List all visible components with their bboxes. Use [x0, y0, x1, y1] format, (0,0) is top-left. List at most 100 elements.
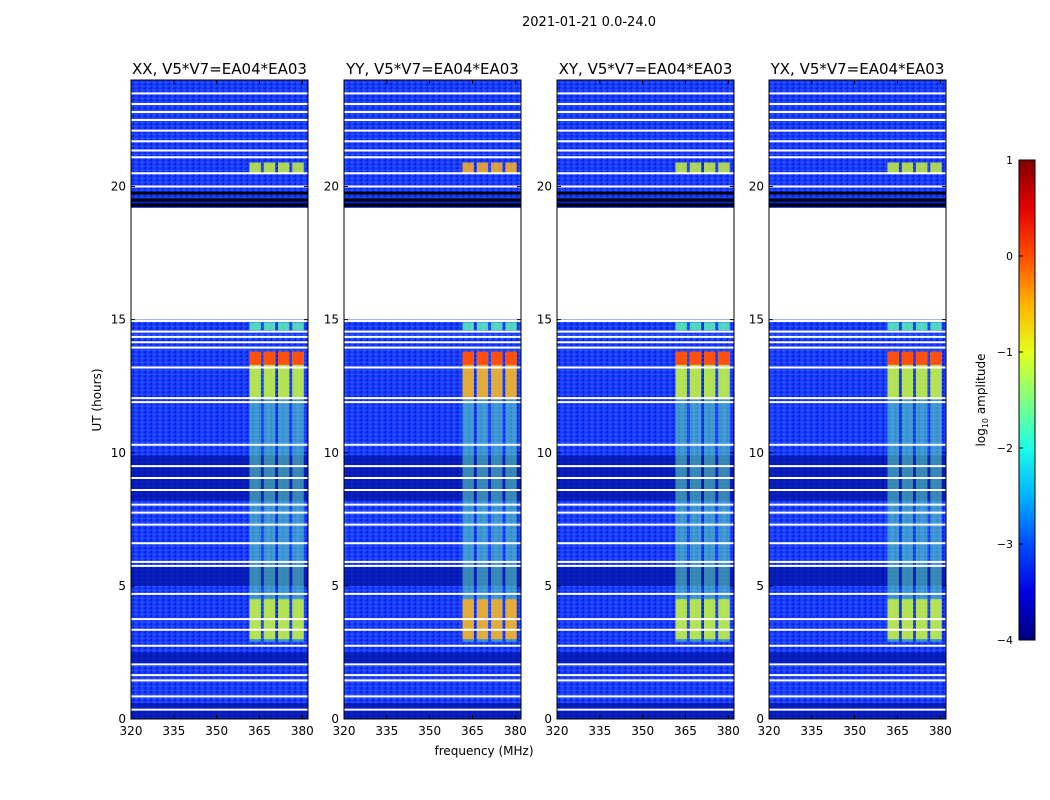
rfi-channel — [689, 322, 702, 331]
x-tick-label: 335 — [588, 724, 611, 738]
y-tick-label: 0 — [331, 712, 339, 726]
rfi-strong-segment — [930, 162, 942, 174]
rfi-strong-segment — [704, 162, 716, 174]
low-amplitude-band — [131, 703, 308, 719]
y-tick-label: 10 — [324, 446, 339, 460]
y-tick-label: 15 — [111, 313, 126, 327]
rfi-channel — [675, 351, 687, 642]
x-tick-label: 380 — [717, 724, 740, 738]
x-tick-label: 380 — [504, 724, 527, 738]
panel-frame — [130, 79, 309, 720]
low-amplitude-band — [769, 703, 946, 719]
rfi-channel — [901, 351, 914, 642]
x-tick-label: 350 — [418, 724, 441, 738]
rfi-channel — [462, 322, 474, 331]
rfi-channel — [718, 351, 730, 642]
panel-title: YY, V5*V7=EA04*EA03 — [345, 60, 519, 78]
colorbar-tick-label: −4 — [997, 634, 1013, 647]
x-tick-label: 365 — [461, 724, 484, 738]
x-tick-label: 320 — [758, 724, 781, 738]
y-tick-label: 5 — [756, 579, 764, 593]
y-tick-label: 15 — [537, 313, 552, 327]
colorbar: 1 0 −1 −2 −3 −4 — [997, 154, 1036, 647]
rfi-strong-segment — [491, 162, 503, 174]
rfi-strong-segment — [249, 162, 261, 174]
y-tick-label: 20 — [749, 180, 764, 194]
y-tick-label: 15 — [324, 313, 339, 327]
rfi-channel — [249, 351, 261, 642]
x-tick-label: 365 — [674, 724, 697, 738]
x-tick-label: 350 — [631, 724, 654, 738]
rfi-channel — [278, 351, 290, 642]
x-tick-label: 380 — [929, 724, 952, 738]
rfi-channel — [887, 322, 899, 331]
colorbar-tick-label: 1 — [1006, 154, 1013, 167]
low-amplitude-band — [769, 652, 946, 666]
colorbar-tick-label: −2 — [997, 442, 1013, 455]
rfi-strong-segment — [505, 351, 517, 400]
rfi-peak — [476, 351, 489, 365]
rfi-peak — [916, 351, 928, 365]
rfi-channel — [916, 322, 928, 331]
rfi-channel — [916, 351, 928, 642]
rfi-strong-segment — [930, 351, 942, 400]
rfi-peak — [263, 351, 276, 365]
rfi-strong-segment — [916, 351, 928, 400]
rfi-strong-segment — [263, 351, 276, 400]
rfi-channel — [491, 322, 503, 331]
rfi-strong-segment — [675, 351, 687, 400]
rfi-peak — [887, 351, 899, 365]
rfi-peak — [462, 351, 474, 365]
rfi-strong-segment — [704, 351, 716, 400]
rfi-channel — [491, 351, 503, 642]
panels: XX, V5*V7=EA04*EA03 320 335 350 365 380 0 5 10 15… — [111, 60, 952, 738]
rfi-strong-segment — [718, 162, 730, 174]
rfi-peak — [491, 351, 503, 365]
colorbar-tick-label: 0 — [1006, 250, 1013, 263]
y-tick-label: 15 — [749, 313, 764, 327]
colorbar-tick-label: −3 — [997, 538, 1013, 551]
rfi-channel — [462, 351, 474, 642]
panel-title: XX, V5*V7=EA04*EA03 — [132, 60, 307, 78]
rfi-strong-segment — [462, 351, 474, 400]
y-tick-label: 20 — [537, 180, 552, 194]
y-tick-label: 5 — [544, 579, 552, 593]
rfi-channel — [887, 351, 899, 642]
panel-title: YX, V5*V7=EA04*EA03 — [770, 60, 945, 78]
y-tick-label: 0 — [544, 712, 552, 726]
panel-title: XY, V5*V7=EA04*EA03 — [559, 60, 733, 78]
rfi-channel — [505, 351, 517, 642]
x-tick-label: 350 — [205, 724, 228, 738]
rfi-channel — [704, 351, 716, 642]
rfi-strong-segment — [887, 351, 899, 400]
rfi-channel — [930, 322, 942, 331]
rfi-channel — [689, 351, 702, 642]
x-tick-label: 320 — [546, 724, 569, 738]
rfi-strong-segment — [689, 162, 702, 174]
rfi-channel — [930, 351, 942, 642]
low-amplitude-band — [557, 703, 734, 719]
rfi-strong-segment — [292, 162, 304, 174]
low-amplitude-band — [344, 703, 521, 719]
colorbar-gradient — [1018, 159, 1036, 641]
rfi-channel — [476, 322, 489, 331]
rfi-channel — [263, 351, 276, 642]
rfi-strong-segment — [249, 351, 261, 400]
x-tick-label: 380 — [291, 724, 314, 738]
y-tick-label: 0 — [118, 712, 126, 726]
y-tick-label: 5 — [331, 579, 339, 593]
rfi-strong-segment — [476, 162, 489, 174]
x-tick-label: 365 — [248, 724, 271, 738]
colorbar-label: log10 amplitude — [974, 354, 990, 447]
panel-2: YY, V5*V7=EA04*EA03 320 335 350 365 380 0 5 10 15… — [324, 60, 527, 738]
panel-1: XX, V5*V7=EA04*EA03 320 335 350 365 380 0 5 10 15… — [111, 60, 314, 738]
panel-frame — [343, 79, 522, 720]
rfi-channel — [278, 322, 290, 331]
rfi-strong-segment — [462, 162, 474, 174]
no-data-region — [131, 207, 308, 320]
x-tick-label: 320 — [333, 724, 356, 738]
y-tick-label: 0 — [756, 712, 764, 726]
rfi-strong-segment — [916, 162, 928, 174]
rfi-peak — [278, 351, 290, 365]
